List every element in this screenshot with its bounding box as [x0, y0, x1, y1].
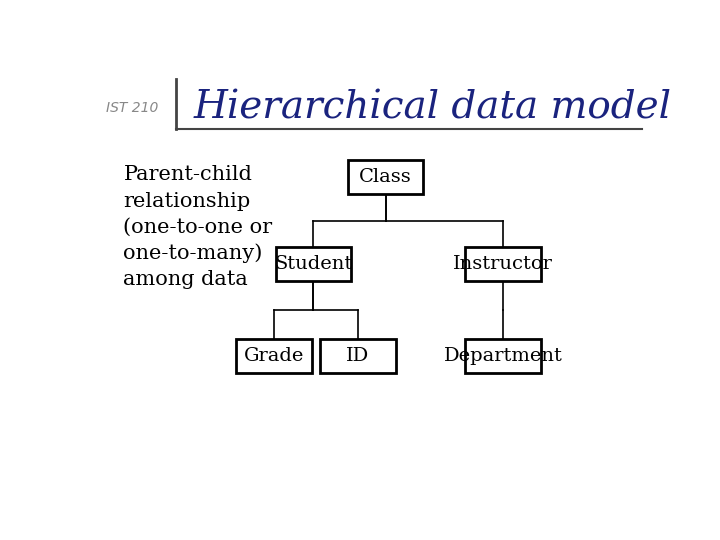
Text: Class: Class [359, 168, 412, 186]
Text: Student: Student [274, 255, 352, 273]
Text: Hierarchical data model: Hierarchical data model [193, 90, 671, 127]
Text: Department: Department [444, 347, 562, 365]
Text: ID: ID [346, 347, 369, 365]
FancyBboxPatch shape [320, 339, 395, 373]
FancyBboxPatch shape [236, 339, 312, 373]
FancyBboxPatch shape [348, 160, 423, 194]
Text: Instructor: Instructor [453, 255, 553, 273]
Text: Parent-child: Parent-child [124, 165, 252, 185]
Text: (one-to-one or: (one-to-one or [124, 218, 273, 237]
Text: among data: among data [124, 270, 248, 289]
FancyBboxPatch shape [465, 339, 541, 373]
Text: one-to-many): one-to-many) [124, 244, 263, 264]
Text: IST 210: IST 210 [106, 102, 158, 116]
Text: Grade: Grade [244, 347, 305, 365]
FancyBboxPatch shape [465, 247, 541, 281]
FancyBboxPatch shape [276, 247, 351, 281]
Text: relationship: relationship [124, 192, 251, 211]
